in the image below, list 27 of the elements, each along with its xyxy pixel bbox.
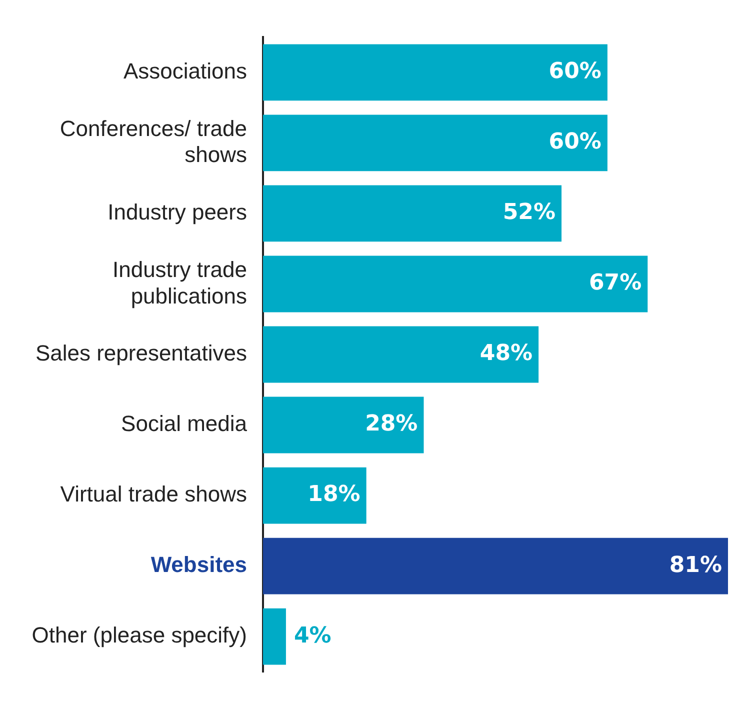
data-label: 60% — [548, 59, 602, 84]
data-label: 67% — [588, 270, 642, 296]
y-tick-label: Other (please specify) — [32, 622, 247, 648]
bar — [263, 114, 608, 172]
bar — [263, 256, 648, 312]
bar — [263, 44, 608, 101]
data-label: 52% — [502, 200, 556, 226]
y-tick-label: Social media — [121, 411, 248, 436]
data-label: 28% — [365, 412, 418, 437]
y-tick-label: Websites — [150, 552, 247, 578]
data-label: 4% — [294, 623, 332, 648]
data-label: 18% — [308, 482, 360, 508]
bar — [263, 608, 286, 665]
bar — [263, 185, 562, 242]
y-tick-label: Sales representatives — [35, 340, 247, 366]
bar — [263, 396, 424, 454]
y-tick-label: Industry trade publications — [112, 256, 247, 308]
bar — [263, 467, 366, 524]
y-tick-label: Virtual trade shows — [60, 482, 247, 507]
y-tick-label: Associations — [123, 58, 247, 84]
bar — [263, 538, 728, 594]
y-tick-label: Conferences/ trade shows — [60, 116, 247, 168]
data-label: 60% — [548, 130, 602, 155]
y-tick-label: Industry peers — [108, 200, 247, 225]
data-label: 81% — [669, 552, 722, 578]
bar — [263, 326, 539, 383]
data-label: 48% — [480, 341, 533, 366]
